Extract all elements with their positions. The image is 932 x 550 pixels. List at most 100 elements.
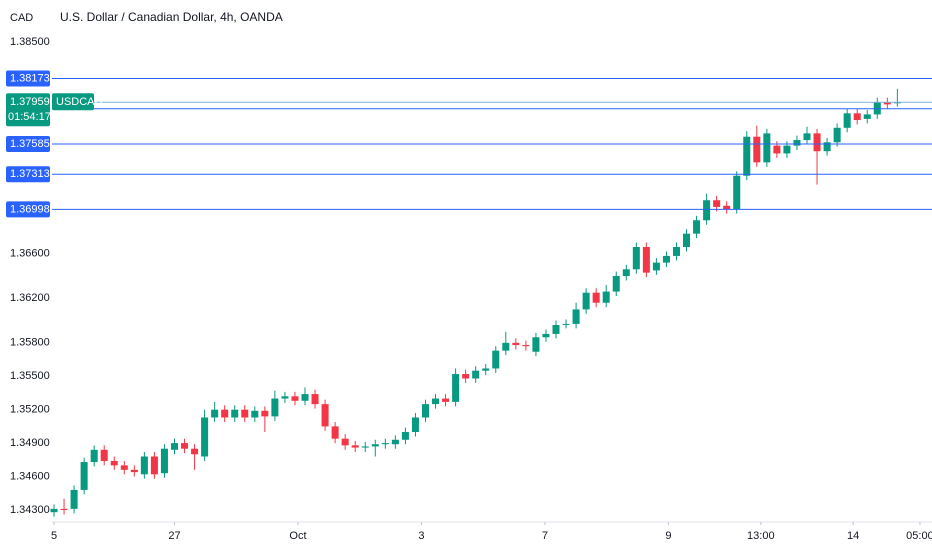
candle-body xyxy=(261,410,269,417)
x-tick-label: 5 xyxy=(51,530,57,542)
candle-body xyxy=(472,370,480,379)
candle-body xyxy=(492,350,500,369)
candle-body xyxy=(482,368,490,371)
last-price-badge xyxy=(6,93,50,127)
y-tick-label: 1.36200 xyxy=(10,292,50,304)
candle-body xyxy=(783,145,791,154)
candle-body xyxy=(301,394,309,401)
candle-body xyxy=(341,438,349,446)
x-tick-label: 27 xyxy=(168,530,180,542)
price-line-label: 1.37585 xyxy=(10,138,50,150)
last-price-label: 1.37959 xyxy=(10,96,50,108)
x-tick-label: 9 xyxy=(665,530,671,542)
candle-body xyxy=(452,374,460,402)
candle-body xyxy=(713,200,721,207)
candle-body xyxy=(70,489,78,509)
candle-body xyxy=(592,292,600,303)
candle-body xyxy=(522,345,530,347)
candle-body xyxy=(432,398,440,405)
candle-body xyxy=(763,133,771,163)
y-tick-label: 1.35200 xyxy=(10,404,50,416)
y-tick-label: 1.35500 xyxy=(10,370,50,382)
symbol-label: USDCAD xyxy=(56,96,103,108)
candle-body xyxy=(361,446,369,448)
price-line-badge xyxy=(6,70,50,87)
candle-body xyxy=(612,275,620,292)
x-tick-label: Oct xyxy=(289,530,306,542)
candle-body xyxy=(723,205,731,210)
x-tick-label: 05:00 xyxy=(906,530,932,542)
candle-body xyxy=(331,426,339,439)
candle-body xyxy=(411,417,419,432)
candle-body xyxy=(140,456,148,475)
candle-body xyxy=(462,374,470,379)
price-line-label: 1.36998 xyxy=(10,203,50,215)
candle-body xyxy=(823,142,831,152)
candle-body xyxy=(753,136,761,163)
y-tick-label: 1.34300 xyxy=(10,504,50,516)
x-tick-label: 14 xyxy=(847,530,859,542)
candle-body xyxy=(672,247,680,256)
candle-body xyxy=(622,269,630,276)
candle-body xyxy=(632,247,640,270)
candle-body xyxy=(793,140,801,146)
candle-body xyxy=(281,396,289,399)
candle-body xyxy=(683,233,691,248)
candle-body xyxy=(271,398,279,417)
y-tick-label: 1.36600 xyxy=(10,248,50,260)
candle-body xyxy=(602,291,610,303)
candle-body xyxy=(572,309,580,324)
candle-body xyxy=(160,448,168,474)
candle-body xyxy=(351,445,359,448)
candle-body xyxy=(110,460,118,466)
currency-label: CAD xyxy=(10,12,33,24)
candle-body xyxy=(733,175,741,210)
candle-body xyxy=(201,417,209,457)
y-tick-label: 1.34900 xyxy=(10,437,50,449)
candle-body xyxy=(652,262,660,271)
candle-body xyxy=(743,136,751,176)
candle-body xyxy=(50,508,58,513)
candle-body xyxy=(642,247,650,273)
chart-title: U.S. Dollar / Canadian Dollar, 4h, OANDA xyxy=(60,10,283,24)
candle-body xyxy=(883,102,891,105)
candle-body xyxy=(773,145,781,154)
price-line-badge xyxy=(6,135,50,152)
y-tick-label: 1.34600 xyxy=(10,470,50,482)
y-tick-label: 1.38500 xyxy=(10,36,50,48)
candle-body xyxy=(552,325,560,334)
candle-body xyxy=(582,292,590,310)
price-line-label: 1.38173 xyxy=(10,72,50,84)
candle-body xyxy=(221,409,229,418)
candle-body xyxy=(120,465,128,470)
candle-body xyxy=(803,133,811,141)
y-tick-label: 1.35800 xyxy=(10,337,50,349)
candle-body xyxy=(231,409,239,418)
price-line-badge xyxy=(6,166,50,183)
candle-body xyxy=(853,113,861,120)
x-tick-label: 7 xyxy=(542,530,548,542)
candle-body xyxy=(211,409,219,418)
candle-body xyxy=(90,449,98,463)
candle-body xyxy=(291,396,299,401)
candle-body xyxy=(181,443,189,449)
candle-body xyxy=(391,439,399,445)
candle-body xyxy=(833,127,841,143)
candle-body xyxy=(843,113,851,128)
candle-body xyxy=(502,342,510,351)
candle-body xyxy=(80,462,88,490)
candle-body xyxy=(542,333,550,338)
countdown-label: 01:54:17 xyxy=(8,111,51,123)
candle-body xyxy=(170,443,179,450)
candle-body xyxy=(311,394,319,405)
candle-body xyxy=(100,449,108,461)
price-line-badge xyxy=(6,201,50,218)
price-line-label: 1.37313 xyxy=(10,168,50,180)
candle-body xyxy=(401,431,409,440)
candle-body xyxy=(813,133,821,152)
candle-body xyxy=(562,323,570,325)
candle-body xyxy=(512,342,520,346)
candle-body xyxy=(421,404,429,418)
candle-body xyxy=(893,102,901,104)
